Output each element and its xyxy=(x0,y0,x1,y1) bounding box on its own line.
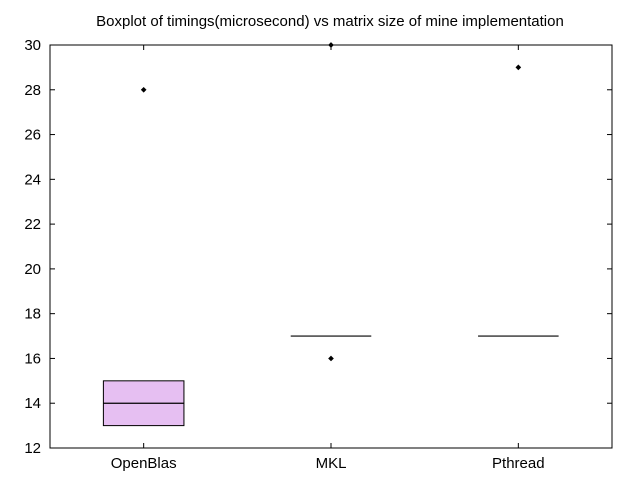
outlier-point-mkl xyxy=(328,355,334,362)
plot-area: 12 14 16 18 20 22 24 26 28 30 OpenBlas MKL Pthread xyxy=(24,37,613,472)
y-tick-label: 20 xyxy=(24,261,41,278)
outlier-point-mkl xyxy=(328,42,334,48)
x-tick-label-openblas: OpenBlas xyxy=(111,455,177,472)
x-tick-label-pthread: Pthread xyxy=(492,455,545,472)
y-tick-label: 30 xyxy=(24,37,41,54)
y-tick-label: 14 xyxy=(24,395,41,412)
outlier-point-pthread xyxy=(515,64,522,71)
y-tick-label: 12 xyxy=(24,440,41,457)
y-tick-label: 18 xyxy=(24,306,41,323)
outlier-point-openblas xyxy=(140,86,147,93)
y-tick-label: 28 xyxy=(24,82,41,99)
x-tick-label-mkl: MKL xyxy=(316,455,347,472)
y-tick-label: 16 xyxy=(24,350,41,367)
y-tick-label: 26 xyxy=(24,127,41,144)
y-tick-label: 22 xyxy=(24,216,41,233)
chart-title: Boxplot of timings(microsecond) vs matri… xyxy=(96,13,564,30)
y-tick-label: 24 xyxy=(24,171,41,188)
